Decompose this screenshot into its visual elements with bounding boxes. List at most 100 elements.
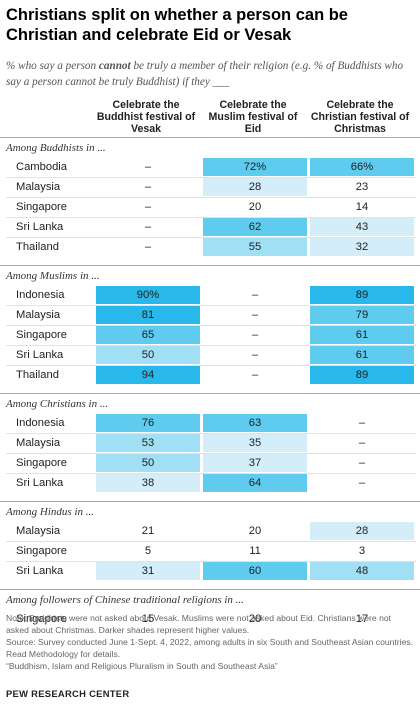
value-cell: 20 <box>203 610 307 628</box>
footnotes: Note: Buddhists were not asked about Ves… <box>6 612 416 672</box>
value-cell: 60 <box>203 562 307 580</box>
brand-label: PEW RESEARCH CENTER <box>6 688 130 699</box>
value-cell: – <box>251 369 259 381</box>
value-cell: 50 <box>96 454 200 472</box>
value-cell: – <box>358 437 366 449</box>
value-cell: 17 <box>310 610 414 628</box>
country-label: Malaysia <box>16 181 61 193</box>
value-cell: 23 <box>310 178 414 196</box>
value-cell: 31 <box>96 562 200 580</box>
country-label: Sri Lanka <box>16 565 64 577</box>
value-cell: – <box>251 289 259 301</box>
value-cell: – <box>358 457 366 469</box>
value-cell: 79 <box>310 306 414 324</box>
value-cell: 65 <box>96 326 200 344</box>
value-cell: 43 <box>310 218 414 236</box>
country-label: Thailand <box>16 241 59 253</box>
value-cell: 11 <box>203 542 307 560</box>
value-cell: – <box>144 221 152 233</box>
row-divider <box>6 365 416 366</box>
value-cell: 89 <box>310 286 414 304</box>
country-label: Singapore <box>16 545 68 557</box>
country-label: Singapore <box>16 201 68 213</box>
value-cell: 20 <box>203 522 307 540</box>
country-label: Singapore <box>16 613 68 625</box>
value-cell: 37 <box>203 454 307 472</box>
row-divider <box>6 305 416 306</box>
group-separator <box>0 137 420 138</box>
country-label: Malaysia <box>16 437 61 449</box>
country-label: Indonesia <box>16 417 65 429</box>
group-label: Among Muslims in ... <box>6 270 100 282</box>
group-label: Among followers of Chinese traditional r… <box>6 594 244 606</box>
chart-title: Christians split on whether a person can… <box>6 6 348 44</box>
value-cell: – <box>144 181 152 193</box>
country-label: Indonesia <box>16 289 65 301</box>
country-label: Sri Lanka <box>16 349 64 361</box>
value-cell: 55 <box>203 238 307 256</box>
value-cell: 89 <box>310 366 414 384</box>
row-divider <box>6 433 416 434</box>
column-header-christmas: Celebrate the Christian festival of Chri… <box>310 99 410 135</box>
value-cell: – <box>144 161 152 173</box>
value-cell: 64 <box>203 474 307 492</box>
column-header-vesak: Celebrate the Buddhist festival of Vesak <box>96 99 196 135</box>
group-separator <box>0 393 420 394</box>
group-separator <box>0 501 420 502</box>
value-cell: – <box>144 201 152 213</box>
country-label: Sri Lanka <box>16 477 64 489</box>
value-cell: – <box>358 417 366 429</box>
value-cell: 90% <box>96 286 200 304</box>
value-cell: 63 <box>203 414 307 432</box>
country-label: Malaysia <box>16 309 61 321</box>
value-cell: 28 <box>310 522 414 540</box>
group-separator <box>0 265 420 266</box>
group-label: Among Hindus in ... <box>6 506 94 518</box>
row-divider <box>6 541 416 542</box>
value-cell: 15 <box>96 610 200 628</box>
row-divider <box>6 197 416 198</box>
group-label: Among Christians in ... <box>6 398 109 410</box>
source-text: Source: Survey conducted June 1-Sept. 4,… <box>6 637 414 659</box>
value-cell: 53 <box>96 434 200 452</box>
value-cell: 66% <box>310 158 414 176</box>
value-cell: 20 <box>203 198 307 216</box>
row-divider <box>6 325 416 326</box>
country-label: Singapore <box>16 457 68 469</box>
value-cell: 72% <box>203 158 307 176</box>
value-cell: 14 <box>310 198 414 216</box>
country-label: Cambodia <box>16 161 67 173</box>
row-divider <box>6 237 416 238</box>
chart-subtitle: % who say a person cannot be truly a mem… <box>6 60 404 88</box>
value-cell: 50 <box>96 346 200 364</box>
value-cell: 62 <box>203 218 307 236</box>
value-cell: 5 <box>96 542 200 560</box>
subtitle-emphasis: cannot <box>98 60 131 72</box>
value-cell: 94 <box>96 366 200 384</box>
value-cell: – <box>358 477 366 489</box>
value-cell: 81 <box>96 306 200 324</box>
row-divider <box>6 453 416 454</box>
value-cell: – <box>251 309 259 321</box>
country-label: Singapore <box>16 329 68 341</box>
value-cell: 48 <box>310 562 414 580</box>
value-cell: – <box>251 329 259 341</box>
column-header-eid: Celebrate the Muslim festival of Eid <box>208 99 298 135</box>
value-cell: – <box>144 241 152 253</box>
report-title: “Buddhism, Islam and Religious Pluralism… <box>6 661 278 671</box>
value-cell: – <box>251 349 259 361</box>
group-label: Among Buddhists in ... <box>6 142 106 154</box>
country-label: Sri Lanka <box>16 221 64 233</box>
note-text: Note: Buddhists were not asked about Ves… <box>6 613 392 635</box>
row-divider <box>6 561 416 562</box>
value-cell: 3 <box>310 542 414 560</box>
row-divider <box>6 177 416 178</box>
group-separator <box>0 589 420 590</box>
value-cell: 32 <box>310 238 414 256</box>
row-divider <box>6 473 416 474</box>
value-cell: 28 <box>203 178 307 196</box>
row-divider <box>6 217 416 218</box>
country-label: Thailand <box>16 369 59 381</box>
value-cell: 61 <box>310 346 414 364</box>
